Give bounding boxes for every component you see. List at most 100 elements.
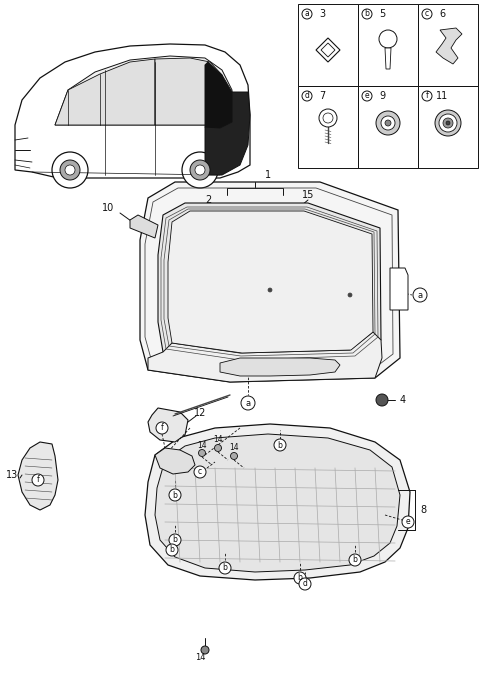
Circle shape: [435, 110, 461, 136]
Text: e: e: [365, 92, 369, 100]
Polygon shape: [148, 408, 188, 442]
Circle shape: [201, 646, 209, 654]
Text: 13: 13: [6, 470, 18, 480]
Polygon shape: [145, 424, 410, 580]
Circle shape: [376, 111, 400, 135]
Polygon shape: [168, 211, 373, 353]
Text: b: b: [365, 9, 370, 18]
Circle shape: [199, 450, 205, 456]
Circle shape: [362, 9, 372, 19]
Text: d: d: [305, 92, 310, 100]
Text: 5: 5: [379, 9, 385, 19]
Text: b: b: [353, 555, 358, 565]
Circle shape: [294, 572, 306, 584]
Circle shape: [268, 288, 272, 292]
Polygon shape: [140, 182, 400, 382]
Circle shape: [169, 489, 181, 501]
Circle shape: [422, 91, 432, 101]
Circle shape: [349, 554, 361, 566]
Text: b: b: [298, 574, 302, 582]
Text: 1: 1: [265, 170, 271, 180]
Bar: [418, 86, 478, 168]
Text: a: a: [305, 9, 310, 18]
Text: f: f: [161, 424, 163, 433]
Text: 3: 3: [319, 9, 325, 19]
Polygon shape: [155, 434, 400, 572]
Circle shape: [385, 120, 391, 126]
Polygon shape: [205, 62, 232, 130]
Circle shape: [413, 288, 427, 302]
Circle shape: [219, 562, 231, 574]
Circle shape: [65, 165, 75, 175]
Circle shape: [446, 121, 450, 125]
Polygon shape: [130, 215, 158, 238]
Text: f: f: [426, 92, 428, 100]
Text: 10: 10: [102, 203, 114, 213]
Polygon shape: [15, 44, 250, 178]
Bar: [358, 86, 418, 168]
Circle shape: [169, 534, 181, 546]
Polygon shape: [321, 43, 335, 57]
Polygon shape: [316, 38, 340, 62]
Polygon shape: [148, 332, 382, 382]
Circle shape: [302, 9, 312, 19]
Circle shape: [195, 165, 205, 175]
Polygon shape: [155, 448, 195, 474]
Circle shape: [156, 422, 168, 434]
Text: 8: 8: [420, 505, 426, 515]
Circle shape: [379, 30, 397, 48]
Text: 14: 14: [229, 443, 239, 452]
Bar: [358, 4, 418, 86]
Text: 6: 6: [439, 9, 445, 19]
Text: 7: 7: [319, 91, 325, 101]
Bar: [298, 4, 358, 86]
Circle shape: [323, 113, 333, 123]
Text: c: c: [425, 9, 429, 18]
Polygon shape: [55, 56, 232, 125]
Circle shape: [166, 544, 178, 556]
Text: b: b: [173, 536, 178, 544]
Circle shape: [182, 152, 218, 188]
Circle shape: [319, 109, 337, 127]
Bar: [298, 86, 358, 168]
Text: 12: 12: [194, 408, 206, 418]
Text: d: d: [302, 580, 307, 589]
Text: c: c: [198, 468, 202, 477]
Circle shape: [274, 439, 286, 451]
Circle shape: [60, 160, 80, 180]
Text: b: b: [169, 546, 174, 555]
Circle shape: [402, 516, 414, 528]
Text: 15: 15: [302, 190, 314, 200]
Polygon shape: [220, 358, 340, 376]
Text: a: a: [245, 399, 251, 407]
Circle shape: [299, 578, 311, 590]
Text: 11: 11: [436, 91, 448, 101]
Text: 9: 9: [379, 91, 385, 101]
Circle shape: [215, 445, 221, 452]
Circle shape: [443, 118, 453, 128]
Text: 14: 14: [213, 435, 223, 445]
Circle shape: [32, 474, 44, 486]
Circle shape: [190, 160, 210, 180]
Text: a: a: [418, 290, 422, 300]
Circle shape: [348, 293, 352, 297]
Text: 4: 4: [400, 395, 406, 405]
Circle shape: [439, 114, 457, 132]
Polygon shape: [55, 59, 155, 125]
Circle shape: [230, 452, 238, 460]
Polygon shape: [18, 442, 58, 510]
Circle shape: [302, 91, 312, 101]
Text: e: e: [406, 517, 410, 527]
Text: b: b: [277, 441, 282, 450]
Circle shape: [381, 116, 395, 130]
Text: 2: 2: [205, 195, 211, 205]
Circle shape: [52, 152, 88, 188]
Text: f: f: [36, 475, 39, 485]
Text: 14: 14: [195, 654, 205, 662]
Text: 14: 14: [197, 441, 207, 450]
Polygon shape: [385, 48, 391, 69]
Polygon shape: [205, 92, 250, 175]
Bar: [418, 4, 478, 86]
Polygon shape: [390, 268, 408, 310]
Circle shape: [241, 396, 255, 410]
